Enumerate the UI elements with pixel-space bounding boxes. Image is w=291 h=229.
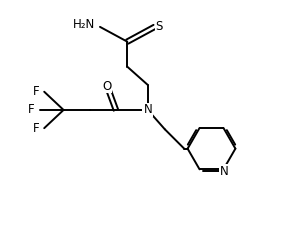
Text: N: N [143,104,152,117]
Text: F: F [33,122,40,135]
Text: S: S [155,20,163,33]
Text: O: O [102,79,111,93]
Text: F: F [28,104,35,117]
Text: H₂N: H₂N [73,18,95,31]
Text: N: N [220,165,229,178]
Text: F: F [33,85,40,98]
